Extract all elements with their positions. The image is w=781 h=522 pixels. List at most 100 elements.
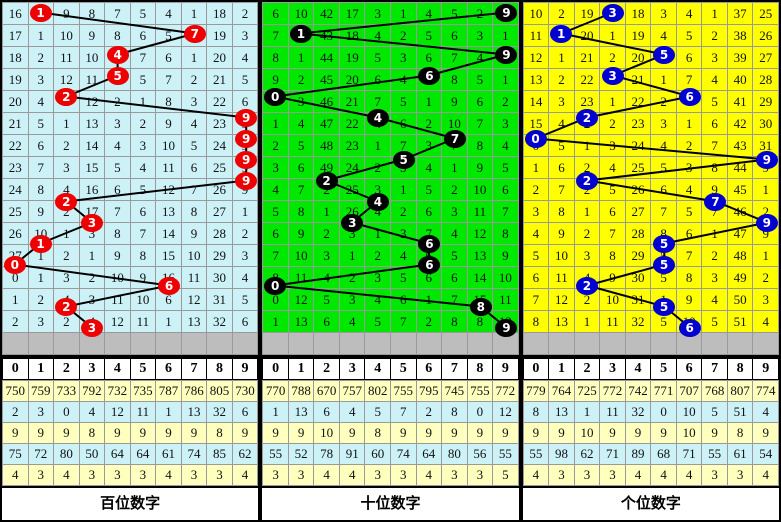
column-header-3[interactable]: 3 — [78, 358, 106, 380]
number-ball[interactable]: 5 — [653, 45, 675, 64]
column-header-1[interactable]: 1 — [287, 358, 315, 380]
number-ball[interactable]: 2 — [575, 108, 598, 127]
number-ball[interactable]: 5 — [653, 255, 675, 274]
number-ball[interactable]: 4 — [366, 192, 389, 211]
cell-r7-c0: 3 — [262, 156, 289, 179]
number-ball[interactable]: 6 — [418, 255, 441, 274]
number-ball[interactable]: 4 — [366, 108, 389, 127]
number-ball[interactable]: 4 — [106, 45, 129, 64]
grid-stats-divider — [522, 355, 779, 358]
number-ball[interactable]: 3 — [341, 213, 364, 232]
number-ball[interactable]: 1 — [29, 3, 52, 22]
cell-placeholder-c1 — [548, 332, 575, 355]
number-ball[interactable]: 5 — [653, 297, 675, 316]
number-ball[interactable]: 1 — [550, 24, 573, 43]
number-ball[interactable]: 6 — [158, 276, 181, 295]
number-ball[interactable]: 5 — [392, 150, 415, 169]
cell-r12-c4: 3 — [364, 266, 391, 289]
column-header-6[interactable]: 6 — [415, 358, 443, 380]
column-header-7[interactable]: 7 — [180, 358, 208, 380]
number-ball[interactable]: 1 — [29, 234, 52, 253]
column-header-0[interactable]: 0 — [522, 358, 550, 380]
number-ball[interactable]: 6 — [678, 87, 701, 106]
number-ball[interactable]: 3 — [80, 318, 103, 337]
number-ball[interactable]: 9 — [755, 213, 778, 232]
column-header-3[interactable]: 3 — [599, 358, 626, 380]
number-ball[interactable]: 2 — [55, 297, 78, 316]
number-ball[interactable]: 1 — [289, 24, 312, 43]
cell-r12-c7: 3 — [701, 266, 728, 289]
number-ball[interactable]: 6 — [678, 318, 701, 337]
number-ball[interactable]: 7 — [704, 192, 727, 211]
stat-row-max-miss-c2: 10 — [573, 422, 601, 444]
number-ball[interactable]: 7 — [444, 129, 467, 148]
number-ball[interactable]: 8 — [469, 297, 492, 316]
cell-placeholder-c4 — [624, 332, 652, 355]
column-header-9[interactable]: 9 — [752, 358, 779, 380]
cell-r8-c0: 24 — [2, 178, 29, 201]
number-ball[interactable]: 9 — [235, 171, 258, 190]
cell-r0-c0: 16 — [2, 2, 29, 25]
number-ball[interactable]: 3 — [601, 66, 624, 85]
column-header-4[interactable]: 4 — [624, 358, 652, 380]
number-ball[interactable]: 2 — [55, 192, 78, 211]
column-header-8[interactable]: 8 — [726, 358, 754, 380]
cell-r1-c6: 5 — [675, 24, 703, 47]
column-header-8[interactable]: 8 — [466, 358, 494, 380]
number-ball[interactable]: 3 — [80, 213, 103, 232]
number-ball[interactable]: 2 — [575, 276, 598, 295]
number-ball[interactable]: 9 — [755, 150, 778, 169]
stat-row-avg-miss-c6: 4 — [415, 464, 443, 486]
column-header-9[interactable]: 9 — [231, 358, 259, 380]
table-row: 2042122183226 — [2, 90, 259, 113]
cell-r4-c5: 5 — [389, 90, 417, 113]
column-header-5[interactable]: 5 — [389, 358, 417, 380]
number-ball[interactable]: 9 — [495, 3, 518, 22]
column-header-2[interactable]: 2 — [313, 358, 340, 380]
cell-r6-c3: 14 — [78, 134, 106, 157]
number-ball[interactable]: 3 — [601, 3, 624, 22]
column-header-1[interactable]: 1 — [27, 358, 55, 380]
number-ball[interactable]: 5 — [653, 234, 675, 253]
number-ball[interactable]: 0 — [3, 255, 26, 274]
cell-r6-c8: 43 — [726, 134, 754, 157]
column-header-4[interactable]: 4 — [104, 358, 131, 380]
stat-row-current-miss-c6: 2 — [415, 401, 443, 423]
number-ball[interactable]: 9 — [235, 129, 258, 148]
column-header-8[interactable]: 8 — [206, 358, 233, 380]
column-header-0[interactable]: 0 — [2, 358, 29, 380]
number-ball[interactable]: 9 — [235, 108, 258, 127]
number-ball[interactable]: 6 — [418, 234, 441, 253]
number-ball[interactable]: 9 — [495, 318, 518, 337]
number-ball[interactable]: 5 — [106, 66, 129, 85]
number-ball[interactable]: 9 — [235, 150, 258, 169]
cell-r4-c7: 5 — [701, 90, 728, 113]
column-header-7[interactable]: 7 — [701, 358, 728, 380]
number-ball[interactable]: 7 — [183, 24, 206, 43]
column-header-6[interactable]: 6 — [675, 358, 703, 380]
column-header-4[interactable]: 4 — [364, 358, 391, 380]
cell-r2-c3: 10 — [78, 46, 106, 69]
number-ball[interactable]: 2 — [55, 87, 78, 106]
number-ball[interactable]: 0 — [524, 129, 547, 148]
number-ball[interactable]: 0 — [264, 87, 287, 106]
column-header-5[interactable]: 5 — [650, 358, 677, 380]
cell-r3-c8: 40 — [726, 68, 754, 91]
column-header-7[interactable]: 7 — [441, 358, 468, 380]
column-header-2[interactable]: 2 — [573, 358, 601, 380]
column-header-2[interactable]: 2 — [53, 358, 80, 380]
column-header-0[interactable]: 0 — [262, 358, 289, 380]
column-header-5[interactable]: 5 — [129, 358, 157, 380]
number-ball[interactable]: 6 — [418, 66, 441, 85]
column-header-9[interactable]: 9 — [492, 358, 519, 380]
number-ball[interactable]: 0 — [264, 276, 287, 295]
column-header-1[interactable]: 1 — [548, 358, 575, 380]
table-row: 364924254195 — [262, 156, 519, 179]
stat-row-max-miss: 9 9 10 9 8 9 9 9 9 9 — [262, 422, 519, 444]
column-header-3[interactable]: 3 — [338, 358, 366, 380]
column-header-6[interactable]: 6 — [155, 358, 182, 380]
cell-r4-c1: 3 — [287, 90, 315, 113]
number-ball[interactable]: 2 — [575, 171, 598, 190]
number-ball[interactable]: 9 — [495, 45, 518, 64]
number-ball[interactable]: 2 — [315, 171, 338, 190]
